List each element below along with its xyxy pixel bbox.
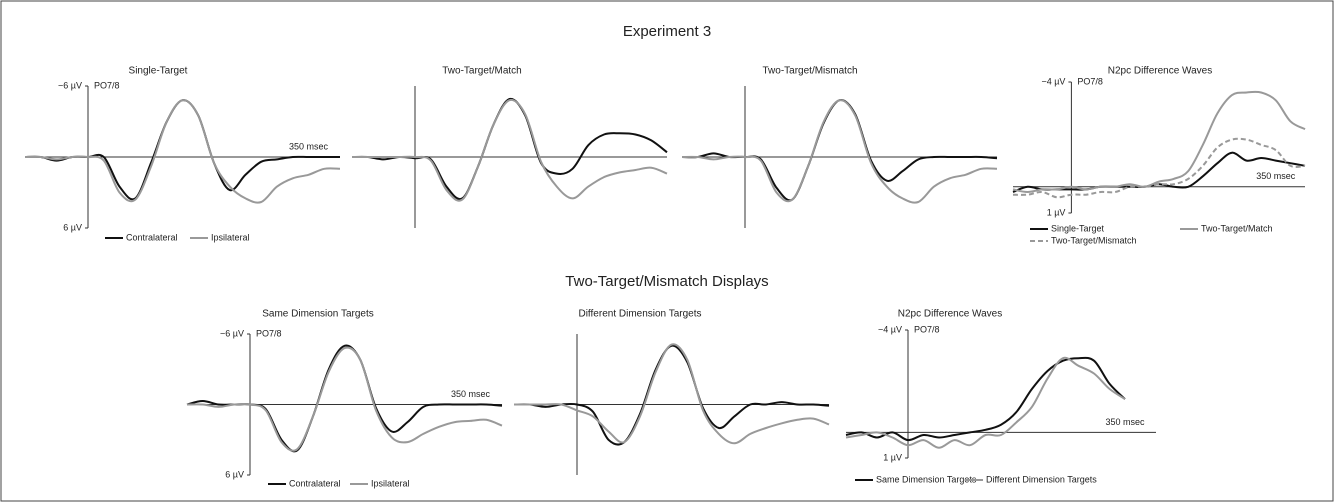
panel-title: Single-Target xyxy=(129,66,188,77)
y-tick-label: −6 µV xyxy=(58,80,82,90)
electrode-label: PO7/8 xyxy=(94,80,120,90)
y-tick-label: 6 µV xyxy=(63,222,82,232)
heading: Experiment 3 xyxy=(623,23,711,40)
y-tick-label: −4 µV xyxy=(878,324,902,334)
wave xyxy=(845,356,1126,449)
y-tick-label: 1 µV xyxy=(883,452,902,462)
legend-label: Contralateral xyxy=(289,478,341,488)
wave xyxy=(24,99,341,204)
panel-title: N2pc Difference Waves xyxy=(1108,66,1213,77)
panel-title: N2pc Difference Waves xyxy=(898,309,1003,320)
y-tick-label: −4 µV xyxy=(1041,76,1065,86)
electrode-label: PO7/8 xyxy=(256,328,282,338)
electrode-label: PO7/8 xyxy=(1077,76,1103,86)
x-tick-label: 350 msec xyxy=(451,389,491,399)
legend-label: Ipsilateral xyxy=(371,478,410,488)
x-tick-label: 350 msec xyxy=(1256,171,1296,181)
wave xyxy=(681,99,998,204)
panel-title: Two-Target/Mismatch xyxy=(762,66,857,77)
wave xyxy=(352,98,668,202)
legend-label: Ipsilateral xyxy=(211,232,250,242)
electrode-label: PO7/8 xyxy=(914,324,940,334)
wave xyxy=(514,343,830,445)
legend-label: Different Dimension Targets xyxy=(986,474,1097,484)
wave xyxy=(1012,90,1306,194)
x-tick-label: 350 msec xyxy=(1105,417,1145,427)
heading: Two-Target/Mismatch Displays xyxy=(565,273,768,290)
legend-label: Same Dimension Targets xyxy=(876,474,977,484)
panel-title: Same Dimension Targets xyxy=(262,309,374,320)
y-tick-label: −6 µV xyxy=(220,328,244,338)
y-tick-label: 1 µV xyxy=(1047,207,1066,217)
legend-label: Two-Target/Match xyxy=(1201,223,1273,233)
wave xyxy=(186,346,503,452)
wave xyxy=(513,344,830,446)
y-tick-label: 6 µV xyxy=(225,469,244,479)
x-tick-label: 350 msec xyxy=(289,141,329,151)
panel-title: Different Dimension Targets xyxy=(578,309,701,320)
legend-label: Contralateral xyxy=(126,232,178,242)
legend-label: Single-Target xyxy=(1051,223,1105,233)
legend-label: Two-Target/Mismatch xyxy=(1051,235,1137,245)
panel-title: Two-Target/Match xyxy=(442,66,521,77)
wave xyxy=(845,356,1126,442)
wave xyxy=(1012,137,1306,199)
